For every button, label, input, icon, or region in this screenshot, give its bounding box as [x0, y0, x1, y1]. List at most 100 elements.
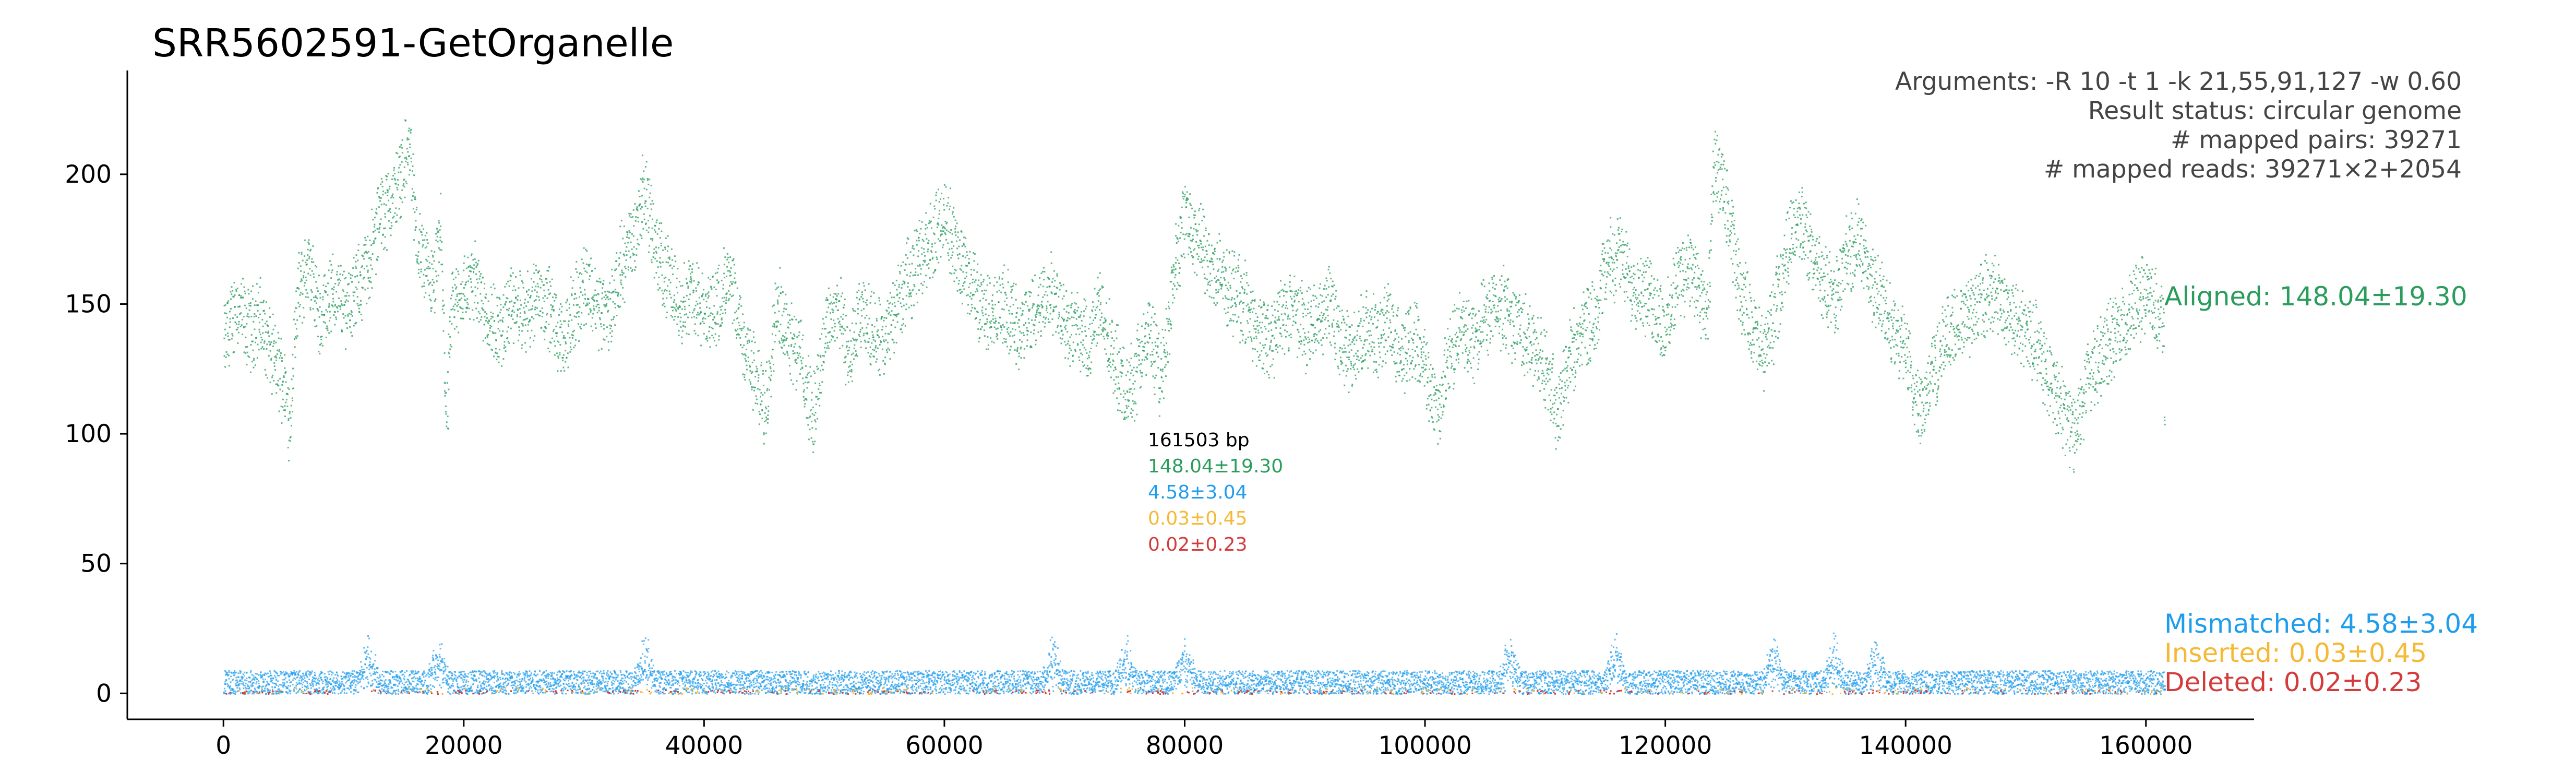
aligned-point: [1264, 317, 1266, 319]
aligned-point: [395, 183, 397, 185]
aligned-point: [1255, 313, 1257, 315]
aligned-point: [1439, 384, 1441, 386]
aligned-point: [507, 280, 509, 282]
aligned-point: [1103, 286, 1105, 288]
aligned-point: [1126, 407, 1128, 409]
aligned-point: [937, 188, 939, 191]
aligned-point: [283, 375, 285, 377]
aligned-point: [550, 316, 552, 318]
aligned-point: [573, 298, 576, 300]
aligned-point: [1334, 298, 1336, 300]
aligned-point: [294, 346, 296, 348]
aligned-point: [490, 318, 492, 320]
aligned-point: [553, 329, 555, 330]
aligned-point: [697, 312, 699, 314]
aligned-point: [874, 347, 877, 349]
aligned-point: [1160, 342, 1162, 343]
aligned-point: [1362, 306, 1364, 308]
aligned-point: [715, 323, 717, 325]
aligned-point: [1431, 417, 1433, 419]
aligned-point: [928, 220, 930, 222]
aligned-point: [1052, 310, 1055, 312]
aligned-point: [853, 339, 855, 341]
aligned-point: [1465, 350, 1467, 352]
aligned-point: [557, 340, 559, 342]
aligned-point: [292, 400, 294, 401]
aligned-point: [546, 313, 548, 315]
aligned-point: [1198, 209, 1200, 211]
aligned-point: [639, 204, 641, 206]
aligned-point: [1435, 393, 1437, 395]
aligned-point: [307, 241, 309, 243]
aligned-point: [725, 275, 727, 277]
aligned-point: [660, 242, 662, 244]
aligned-point: [485, 319, 487, 322]
aligned-point: [993, 284, 995, 287]
aligned-point: [1356, 355, 1358, 357]
aligned-point: [441, 241, 443, 243]
aligned-point: [1009, 305, 1011, 307]
aligned-point: [262, 332, 264, 334]
aligned-point: [900, 328, 902, 330]
aligned-point: [1007, 346, 1009, 348]
aligned-point: [925, 233, 927, 235]
aligned-point: [798, 346, 800, 348]
aligned-point: [566, 300, 568, 302]
aligned-point: [709, 346, 711, 348]
aligned-point: [392, 193, 394, 195]
aligned-point: [474, 302, 476, 304]
aligned-point: [1233, 298, 1236, 300]
aligned-point: [1313, 284, 1315, 287]
aligned-point: [709, 278, 711, 280]
aligned-point: [730, 281, 732, 283]
aligned-point: [771, 333, 773, 335]
aligned-point: [269, 343, 271, 345]
aligned-point: [375, 274, 377, 275]
aligned-point: [1400, 361, 1402, 363]
aligned-point: [1033, 325, 1035, 326]
aligned-point: [693, 316, 696, 318]
aligned-point: [1415, 328, 1417, 330]
aligned-point: [485, 293, 487, 295]
aligned-point: [1047, 318, 1049, 320]
aligned-point: [1113, 347, 1115, 349]
aligned-point: [985, 299, 987, 301]
aligned-point: [370, 264, 372, 266]
aligned-point: [598, 310, 600, 312]
aligned-point: [705, 338, 707, 340]
aligned-point: [477, 259, 480, 262]
aligned-point: [875, 345, 877, 347]
aligned-point: [989, 327, 991, 329]
aligned-point: [272, 374, 274, 376]
aligned-point: [679, 321, 681, 323]
aligned-point: [1138, 359, 1140, 361]
aligned-point: [983, 329, 985, 331]
aligned-point: [1194, 223, 1196, 225]
aligned-point: [953, 245, 954, 247]
aligned-point: [495, 332, 497, 334]
aligned-point: [987, 348, 989, 350]
aligned-point: [324, 314, 326, 316]
aligned-point: [794, 343, 796, 345]
aligned-point: [991, 304, 993, 306]
aligned-point: [505, 301, 507, 303]
aligned-point: [1437, 443, 1439, 445]
aligned-point: [1434, 406, 1436, 408]
aligned-point: [721, 279, 723, 281]
aligned-point: [251, 340, 254, 342]
aligned-point: [290, 405, 292, 407]
aligned-point: [1076, 343, 1079, 345]
aligned-point: [866, 315, 868, 316]
aligned-point: [756, 367, 758, 370]
aligned-point: [522, 325, 524, 327]
aligned-point: [1156, 351, 1158, 353]
aligned-point: [915, 274, 917, 276]
aligned-point: [1142, 346, 1144, 348]
aligned-point: [1018, 326, 1020, 328]
aligned-point: [1166, 342, 1167, 344]
aligned-point: [1028, 322, 1030, 324]
aligned-point: [1247, 303, 1249, 305]
aligned-point: [273, 365, 275, 367]
aligned-point: [861, 315, 863, 317]
aligned-point: [492, 349, 493, 351]
